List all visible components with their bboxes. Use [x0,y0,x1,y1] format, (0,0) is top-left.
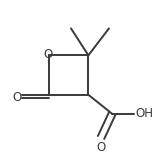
Text: O: O [13,91,22,104]
Text: O: O [96,141,106,154]
Text: OH: OH [136,107,154,120]
Text: O: O [43,48,53,61]
